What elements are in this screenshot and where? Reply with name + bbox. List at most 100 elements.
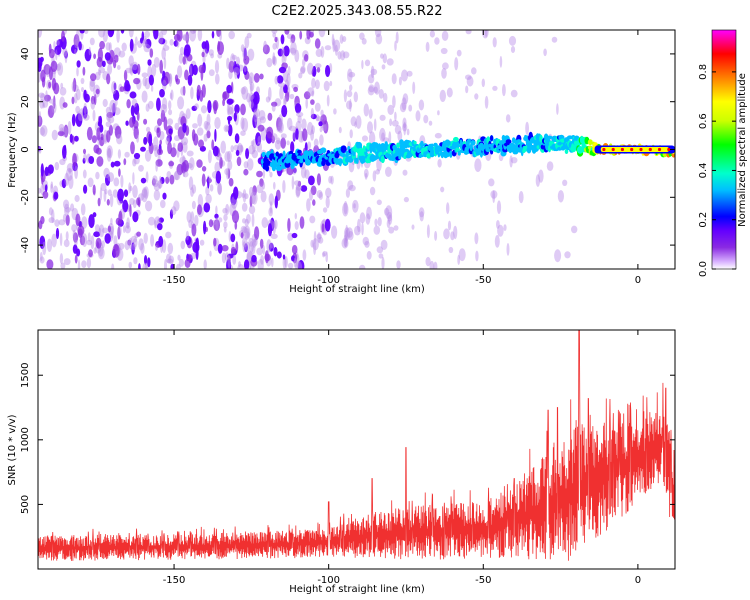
figure-title: C2E2.2025.343.08.55.R22 xyxy=(271,4,442,19)
spectrogram-noise-blob xyxy=(231,210,240,224)
spectrogram-noise-blob xyxy=(367,74,375,84)
spectrogram-noise-blob xyxy=(131,242,135,255)
spectrogram-noise-blob xyxy=(110,225,114,239)
spectrogram-noise-blob xyxy=(46,259,54,269)
spectrogram-noise-blob xyxy=(304,54,309,62)
spectrogram-noise-blob xyxy=(54,161,60,171)
spectrogram-noise-blob xyxy=(423,114,429,124)
spectrogram-noise-blob xyxy=(197,30,203,42)
spectrogram-noise-blob xyxy=(83,89,87,101)
spectrogram-noise-blob xyxy=(81,260,87,268)
spectrogram-noise-blob xyxy=(75,105,81,114)
colorbar-tick-label: 0.2 xyxy=(698,212,709,228)
spectrogram-noise-blob xyxy=(276,137,281,145)
spectrogram-noise-blob xyxy=(286,140,290,146)
spectrogram-noise-blob xyxy=(110,217,113,225)
spectrogram-noise-blob xyxy=(62,213,67,222)
spectrogram-noise-blob xyxy=(243,65,248,76)
spectrogram-noise-blob xyxy=(434,230,438,241)
spectrogram-y-tick-label: 20 xyxy=(20,95,31,108)
spectrogram-noise-blob xyxy=(100,133,104,141)
spectrogram-signal-cell xyxy=(265,165,270,172)
spectrogram-noise-blob xyxy=(312,199,316,206)
spectrogram-signal-cell xyxy=(449,150,453,158)
spectrogram-noise-blob xyxy=(93,247,97,254)
spectrogram-noise-blob xyxy=(201,84,206,98)
spectrogram-noise-blob xyxy=(51,78,57,91)
spectrogram-noise-blob xyxy=(225,203,230,216)
spectrogram-noise-blob xyxy=(226,98,234,105)
spectrogram-noise-blob xyxy=(311,77,316,89)
spectrogram-noise-blob xyxy=(364,240,370,248)
spectrogram-noise-blob xyxy=(64,207,71,213)
spectrogram-noise-blob xyxy=(110,161,115,168)
spectrogram-noise-blob xyxy=(245,148,250,160)
spectrogram-noise-blob xyxy=(246,158,254,171)
spectrogram-noise-blob xyxy=(132,238,138,248)
colorbar-tick-label: 0.6 xyxy=(698,113,709,129)
spectrogram-noise-blob xyxy=(274,139,282,150)
spectrogram-noise-blob xyxy=(264,250,269,264)
spectrogram-noise-blob xyxy=(51,233,57,248)
spectrogram-noise-blob xyxy=(474,158,482,172)
spectrogram-noise-blob xyxy=(263,40,267,53)
spectrogram-noise-blob xyxy=(168,100,172,110)
spectrogram-noise-blob xyxy=(209,250,212,257)
spectrogram-noise-blob xyxy=(57,130,65,137)
spectrogram-noise-blob xyxy=(233,112,237,122)
spectrogram-noise-blob xyxy=(203,259,207,269)
spectrogram-signal-cell xyxy=(337,158,343,165)
spectrogram-noise-blob xyxy=(133,157,140,165)
spectrogram-noise-blob xyxy=(113,160,121,167)
spectrogram-noise-blob xyxy=(107,30,114,38)
spectrogram-noise-blob xyxy=(233,144,240,151)
spectrogram-noise-blob xyxy=(132,199,137,209)
spectrogram-noise-blob xyxy=(141,31,145,42)
spectrogram-noise-blob xyxy=(143,186,149,199)
spectrogram-signal-cell xyxy=(430,143,434,149)
spectrogram-noise-blob xyxy=(297,180,302,187)
spectrogram-noise-blob xyxy=(182,85,186,96)
spectrogram-noise-blob xyxy=(143,43,151,53)
spectrogram-noise-blob xyxy=(271,135,275,144)
spectrogram-peak-cell xyxy=(648,147,652,152)
spectrogram-noise-blob xyxy=(106,111,114,119)
spectrogram-noise-blob xyxy=(192,123,198,129)
spectrogram-noise-blob xyxy=(219,30,223,41)
spectrogram-noise-blob xyxy=(342,36,347,42)
spectrogram-noise-blob xyxy=(38,146,42,152)
spectrogram-noise-blob xyxy=(453,225,458,240)
spectrogram-noise-blob xyxy=(251,254,257,263)
spectrogram-noise-blob xyxy=(105,121,112,128)
spectrogram-noise-blob xyxy=(388,226,395,234)
spectrogram-noise-blob xyxy=(362,135,368,142)
spectrogram-noise-blob xyxy=(274,219,278,230)
spectrogram-noise-blob xyxy=(170,263,175,269)
spectrogram-noise-blob xyxy=(54,219,60,227)
spectrogram-x-label: Height of straight line (km) xyxy=(289,284,425,295)
spectrogram-noise-blob xyxy=(203,202,211,213)
spectrogram-noise-blob xyxy=(429,30,435,38)
spectrogram-noise-blob xyxy=(333,108,337,115)
spectrogram-noise-blob xyxy=(63,239,70,248)
spectrogram-noise-blob xyxy=(91,135,97,144)
spectrogram-noise-blob xyxy=(144,149,152,162)
spectrogram-noise-blob xyxy=(185,230,189,241)
spectrogram-noise-blob xyxy=(342,202,349,217)
spectrogram-noise-blob xyxy=(325,65,331,77)
spectrogram-noise-blob xyxy=(225,125,229,132)
spectrogram-noise-blob xyxy=(270,242,274,249)
spectrogram-noise-blob xyxy=(506,243,510,256)
spectrogram-noise-blob xyxy=(163,57,167,70)
spectrogram-noise-blob xyxy=(310,107,315,119)
spectrogram-noise-blob xyxy=(253,237,258,246)
spectrogram-noise-blob xyxy=(363,168,369,178)
spectrogram-noise-blob xyxy=(92,109,96,122)
spectrogram-noise-blob xyxy=(214,161,221,174)
spectrogram-noise-blob xyxy=(242,46,248,60)
spectrogram-noise-blob xyxy=(194,214,199,227)
spectrogram-noise-blob xyxy=(240,44,245,52)
spectrogram-noise-blob xyxy=(39,256,45,264)
spectrogram-noise-blob xyxy=(282,180,286,193)
